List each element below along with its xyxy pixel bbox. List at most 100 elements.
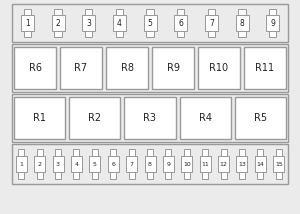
Bar (163, 156, 174, 172)
Text: 8: 8 (240, 18, 244, 28)
Bar (12, 44, 288, 92)
Text: R3: R3 (143, 113, 157, 123)
Text: 9: 9 (167, 162, 170, 166)
Bar (85, 9, 92, 15)
Bar (180, 97, 231, 139)
Bar (202, 172, 208, 179)
Bar (108, 156, 119, 172)
Text: R10: R10 (209, 63, 229, 73)
Bar (184, 172, 190, 179)
Bar (126, 156, 137, 172)
Text: 1: 1 (19, 162, 23, 166)
Bar (238, 9, 246, 15)
Bar (205, 15, 218, 31)
Text: R5: R5 (254, 113, 267, 123)
Bar (54, 9, 61, 15)
Bar (92, 149, 98, 156)
Bar (276, 172, 282, 179)
Text: 8: 8 (148, 162, 152, 166)
Bar (200, 156, 211, 172)
Bar (273, 156, 284, 172)
Bar (239, 172, 245, 179)
Text: 13: 13 (238, 162, 246, 166)
Text: R6: R6 (28, 63, 41, 73)
Bar (208, 31, 215, 37)
Text: R11: R11 (255, 63, 274, 73)
Bar (276, 149, 282, 156)
Bar (165, 172, 171, 179)
Text: R9: R9 (167, 63, 179, 73)
Text: 5: 5 (148, 18, 152, 28)
Bar (257, 149, 263, 156)
Bar (82, 15, 95, 31)
Bar (124, 97, 176, 139)
Bar (129, 172, 135, 179)
Bar (146, 31, 154, 37)
Text: 11: 11 (201, 162, 209, 166)
Text: R1: R1 (33, 113, 46, 123)
Bar (110, 172, 116, 179)
Bar (143, 15, 157, 31)
Bar (110, 149, 116, 156)
Text: 3: 3 (56, 162, 60, 166)
Text: 4: 4 (74, 162, 78, 166)
Text: 6: 6 (178, 18, 183, 28)
Bar (52, 15, 64, 31)
Bar (145, 156, 155, 172)
Text: R2: R2 (88, 113, 101, 123)
Bar (69, 97, 120, 139)
Bar (236, 156, 247, 172)
Bar (238, 31, 246, 37)
Bar (92, 172, 98, 179)
Bar (52, 156, 64, 172)
Bar (147, 172, 153, 179)
Bar (218, 156, 229, 172)
Bar (34, 156, 45, 172)
Bar (71, 156, 82, 172)
Bar (85, 31, 92, 37)
Bar (269, 31, 276, 37)
Text: 15: 15 (275, 162, 283, 166)
Text: R4: R4 (199, 113, 212, 123)
Text: 14: 14 (256, 162, 264, 166)
Bar (14, 47, 56, 89)
Bar (146, 9, 154, 15)
Bar (181, 156, 192, 172)
Bar (257, 172, 263, 179)
Bar (37, 149, 43, 156)
Bar (198, 47, 240, 89)
Bar (235, 97, 286, 139)
Text: 10: 10 (183, 162, 191, 166)
Bar (202, 149, 208, 156)
Text: 4: 4 (117, 18, 122, 28)
Bar (18, 149, 24, 156)
Bar (54, 31, 61, 37)
Bar (116, 9, 123, 15)
Bar (12, 144, 288, 184)
Bar (55, 172, 61, 179)
Text: 3: 3 (86, 18, 91, 28)
Bar (184, 149, 190, 156)
Text: 2: 2 (56, 18, 60, 28)
Bar (12, 4, 288, 42)
Bar (236, 15, 248, 31)
Bar (24, 31, 31, 37)
Bar (106, 47, 148, 89)
Bar (244, 47, 286, 89)
Bar (266, 15, 279, 31)
Text: 7: 7 (130, 162, 134, 166)
Bar (129, 149, 135, 156)
Bar (21, 15, 34, 31)
Bar (60, 47, 102, 89)
Bar (74, 172, 80, 179)
Bar (177, 9, 184, 15)
Bar (12, 94, 288, 142)
Bar (174, 15, 187, 31)
Bar (269, 9, 276, 15)
Bar (16, 156, 27, 172)
Bar (220, 149, 226, 156)
Bar (147, 149, 153, 156)
Text: 2: 2 (38, 162, 42, 166)
Bar (208, 9, 215, 15)
Bar (255, 156, 266, 172)
